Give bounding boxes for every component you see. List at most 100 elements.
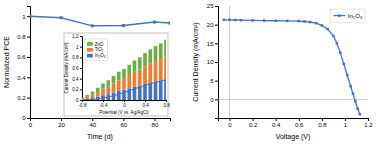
tick: 0 — [210, 97, 218, 103]
legend-label: TiO₂ — [95, 47, 104, 52]
tick: 0.8 — [318, 118, 327, 128]
tick-mark — [27, 37, 30, 38]
legend-swatch — [87, 48, 93, 52]
inset-background — [64, 33, 168, 116]
bar — [159, 80, 163, 100]
tick-label: 0 — [123, 103, 126, 108]
axis-line — [31, 119, 171, 122]
tick-label: 0 — [228, 122, 232, 128]
tick-mark — [215, 43, 218, 44]
marker — [315, 22, 318, 25]
marker — [346, 74, 349, 77]
bar — [85, 95, 89, 97]
bar — [101, 89, 105, 95]
tick: 25 — [207, 3, 218, 9]
x-axis-title: Time (d) — [87, 133, 113, 141]
tick: 0.8 — [163, 100, 170, 108]
tick-label: 0 — [29, 122, 33, 128]
marker — [169, 22, 171, 25]
tick: 0.4 — [142, 100, 149, 108]
bar — [106, 87, 110, 94]
bar — [148, 49, 152, 63]
tick: 0.8 — [72, 55, 82, 60]
tick: 0.6 — [295, 118, 304, 128]
bar — [122, 90, 126, 100]
bar — [85, 97, 89, 99]
bar — [164, 40, 166, 57]
tick-mark — [124, 100, 125, 102]
bar — [154, 81, 158, 100]
tick-mark — [215, 25, 218, 26]
bar — [117, 72, 121, 81]
tick: 15 — [207, 41, 218, 47]
bar — [148, 83, 152, 100]
bar — [96, 88, 100, 92]
tick-label: 0 — [76, 98, 79, 103]
tick-label: 0.4 — [142, 103, 149, 108]
tick-label: 0.8 — [318, 122, 327, 128]
bar — [143, 53, 147, 66]
y-axis-title: Current Density (mA/cm²) — [192, 22, 200, 101]
tick-label: 20 — [58, 122, 65, 128]
tick-label: 0.2 — [72, 87, 79, 92]
tick-label: -0.8 — [79, 103, 87, 108]
tick-mark — [80, 89, 82, 90]
tick-mark — [215, 81, 218, 82]
tick-mark — [215, 6, 218, 7]
y-axis: 00.20.40.60.811.2 — [72, 34, 82, 103]
marker — [356, 107, 359, 110]
tick: 0.6 — [17, 54, 30, 60]
marker — [332, 35, 335, 38]
axis-line — [219, 119, 369, 122]
tick-mark — [61, 118, 62, 121]
axis-line — [80, 37, 83, 101]
marker — [223, 19, 226, 22]
line — [224, 20, 360, 114]
tick: 80 — [152, 118, 159, 128]
plot-area — [30, 15, 170, 28]
marker — [309, 21, 312, 24]
x-axis-title: Potential (V vs. Ag/AgCl) — [99, 110, 149, 115]
x-axis-title: Voltage (V) — [276, 133, 311, 141]
bar — [127, 75, 131, 88]
tick: 0.8 — [17, 34, 30, 40]
bar — [91, 91, 95, 94]
zero-line — [218, 99, 368, 100]
plot-area — [218, 6, 368, 118]
tick-mark — [215, 62, 218, 63]
tick-mark — [166, 100, 167, 102]
tick-mark — [276, 118, 277, 121]
tick-label: 0.6 — [72, 66, 79, 71]
tick-label: 0.2 — [249, 122, 258, 128]
line — [82, 80, 166, 100]
bar — [138, 70, 142, 86]
tick-label: 10 — [207, 59, 214, 65]
tick-label: 0 — [210, 97, 214, 103]
legend-label: ZnO — [95, 42, 104, 47]
bar — [133, 72, 137, 87]
tick: 0 — [22, 115, 30, 121]
tick-label: 40 — [89, 122, 96, 128]
tick-label: 0.8 — [17, 34, 26, 40]
tick-mark — [299, 118, 300, 121]
tick-mark — [80, 36, 82, 37]
bar — [96, 92, 100, 97]
bar — [91, 95, 95, 98]
marker — [336, 42, 339, 45]
chart-svg: 02040608000.20.40.60.81Time (d)Normalize… — [0, 0, 378, 144]
tick-mark — [215, 99, 218, 100]
legend-box — [85, 39, 108, 61]
tick-mark — [123, 118, 124, 121]
zero-line — [229, 6, 230, 118]
tick: 40 — [89, 118, 96, 128]
tick-mark — [27, 98, 30, 99]
tick-label: 0.6 — [17, 54, 26, 60]
chart-0: 02040608000.20.40.60.81Time (d)Normalize… — [3, 7, 172, 142]
tick-label: 20 — [207, 22, 214, 28]
tick-mark — [80, 57, 82, 58]
tick: 0 — [29, 118, 33, 128]
bar — [154, 46, 158, 61]
tick: 0.2 — [249, 118, 258, 128]
tick-mark — [80, 68, 82, 69]
chart-1: -0.8-0.400.40.800.20.40.60.811.2Potentia… — [64, 33, 170, 116]
